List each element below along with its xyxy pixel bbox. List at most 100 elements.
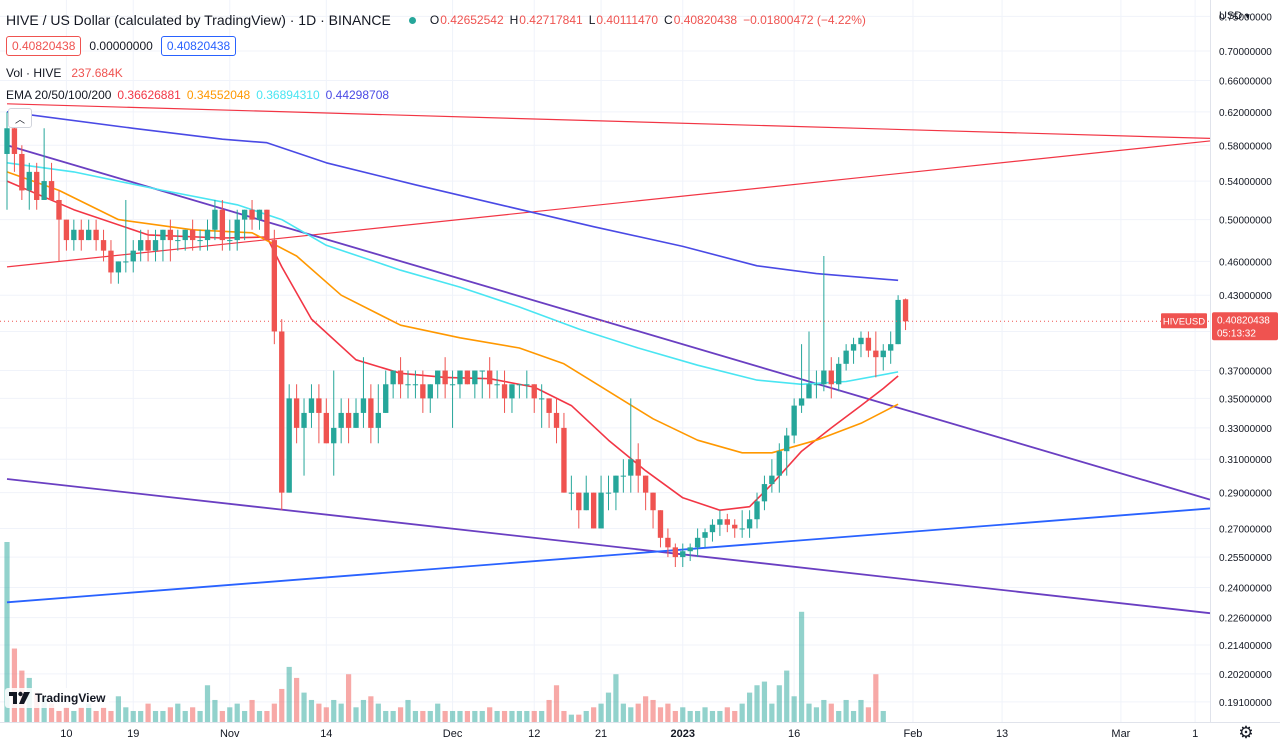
trend-line-purple-upper[interactable] xyxy=(6,144,1211,501)
candle xyxy=(368,384,374,444)
ema-legend[interactable]: EMA 20/50/100/200 0.36626881 0.34552048 … xyxy=(6,88,395,102)
volume-legend[interactable]: Vol · HIVE 237.684K xyxy=(6,66,123,80)
candle-body xyxy=(524,384,530,386)
volume-bar xyxy=(672,710,678,722)
tradingview-logo[interactable]: TradingView xyxy=(5,688,110,708)
candle-body xyxy=(568,492,575,494)
collapse-legend-button[interactable]: ︿ xyxy=(8,108,32,128)
candle xyxy=(880,344,886,371)
volume-bar xyxy=(331,699,337,722)
y-tick-label: 0.25500000 xyxy=(1219,553,1272,564)
volume-bar xyxy=(160,710,166,722)
candle-body xyxy=(175,240,181,242)
volume-bar xyxy=(479,710,485,722)
candle-body xyxy=(93,229,99,241)
candle-body xyxy=(301,412,307,428)
candle xyxy=(167,219,174,262)
candle xyxy=(123,199,129,273)
candle-body xyxy=(813,384,820,386)
volume-bar xyxy=(836,710,842,722)
volume-bar xyxy=(583,710,589,722)
candle-body xyxy=(538,398,545,400)
volume-bar xyxy=(620,703,626,722)
volume-bar xyxy=(353,707,359,722)
y-tick-label: 0.43000000 xyxy=(1219,291,1272,302)
volume-bar xyxy=(219,710,225,722)
volume-bar xyxy=(509,710,515,722)
candle-body xyxy=(212,209,218,230)
candle xyxy=(212,199,218,241)
volume-bar xyxy=(865,707,872,722)
candle-body xyxy=(635,459,641,476)
trend-line-blue-support[interactable] xyxy=(6,507,1211,604)
market-status-icon[interactable] xyxy=(408,16,416,24)
candle xyxy=(657,510,664,548)
candle-body xyxy=(293,398,300,428)
x-tick-label: 10 xyxy=(60,728,72,740)
x-tick-label: 21 xyxy=(595,728,607,740)
candle xyxy=(472,370,478,399)
volume-bar xyxy=(494,710,500,722)
volume-bar xyxy=(405,699,411,722)
volume-bar xyxy=(294,677,300,722)
candle-body xyxy=(279,331,285,493)
volume-bar xyxy=(368,696,374,722)
volume-bar xyxy=(182,710,188,722)
candle-body xyxy=(821,370,827,385)
candle xyxy=(828,357,834,399)
x-tick-label: Feb xyxy=(903,728,922,740)
volume-bar xyxy=(115,696,121,722)
buy-price-box[interactable]: 0.40820438 xyxy=(160,36,237,56)
trend-line-red-rising[interactable] xyxy=(6,140,1211,268)
price-axis[interactable] xyxy=(1210,0,1280,748)
candle xyxy=(798,344,805,413)
price-change: −0.01800472 (−4.22%) xyxy=(743,13,866,27)
candle xyxy=(152,229,159,262)
candle xyxy=(182,229,188,251)
x-tick-label: 16 xyxy=(788,728,800,740)
volume-bar xyxy=(524,710,530,722)
candle-body xyxy=(464,370,471,385)
candle xyxy=(241,209,248,241)
candle-body xyxy=(902,299,909,322)
trend-line-red-upper[interactable] xyxy=(6,103,1211,139)
candle xyxy=(427,384,433,413)
volume-bar xyxy=(665,703,671,722)
candle xyxy=(175,229,181,251)
time-axis[interactable] xyxy=(0,722,1280,748)
volume-bar xyxy=(100,707,107,722)
candle-body xyxy=(583,492,589,511)
candle-body xyxy=(383,384,389,413)
sell-price-box[interactable]: 0.40820438 xyxy=(6,36,82,56)
candle xyxy=(293,384,300,444)
trend-line-purple-lower[interactable] xyxy=(6,478,1211,615)
candle xyxy=(204,219,211,251)
symbol-title[interactable]: HIVE / US Dollar (calculated by TradingV… xyxy=(6,12,391,28)
volume-bar xyxy=(828,703,834,722)
trend-lines[interactable] xyxy=(6,103,1211,615)
volume-bar xyxy=(576,714,582,722)
candle xyxy=(709,519,716,542)
volume-bars xyxy=(4,542,886,722)
candle xyxy=(524,370,530,399)
candle-body xyxy=(665,537,671,548)
candle-body xyxy=(338,412,344,428)
candle xyxy=(494,370,500,399)
volume-bar xyxy=(93,710,99,722)
volume-bar xyxy=(175,703,181,722)
y-tick-label: 0.31000000 xyxy=(1219,455,1272,466)
settings-gear-icon[interactable]: ⚙ xyxy=(1238,723,1254,742)
candle xyxy=(435,370,441,399)
candle xyxy=(457,370,463,399)
candle xyxy=(264,209,270,241)
volume-bar xyxy=(591,707,597,722)
candle xyxy=(115,261,122,284)
candle xyxy=(249,199,255,230)
candle-body xyxy=(442,370,448,385)
volume-bar xyxy=(397,707,404,722)
currency-selector[interactable]: USD ▾ xyxy=(1219,10,1250,22)
candle xyxy=(137,229,144,262)
candle-body xyxy=(628,459,634,476)
